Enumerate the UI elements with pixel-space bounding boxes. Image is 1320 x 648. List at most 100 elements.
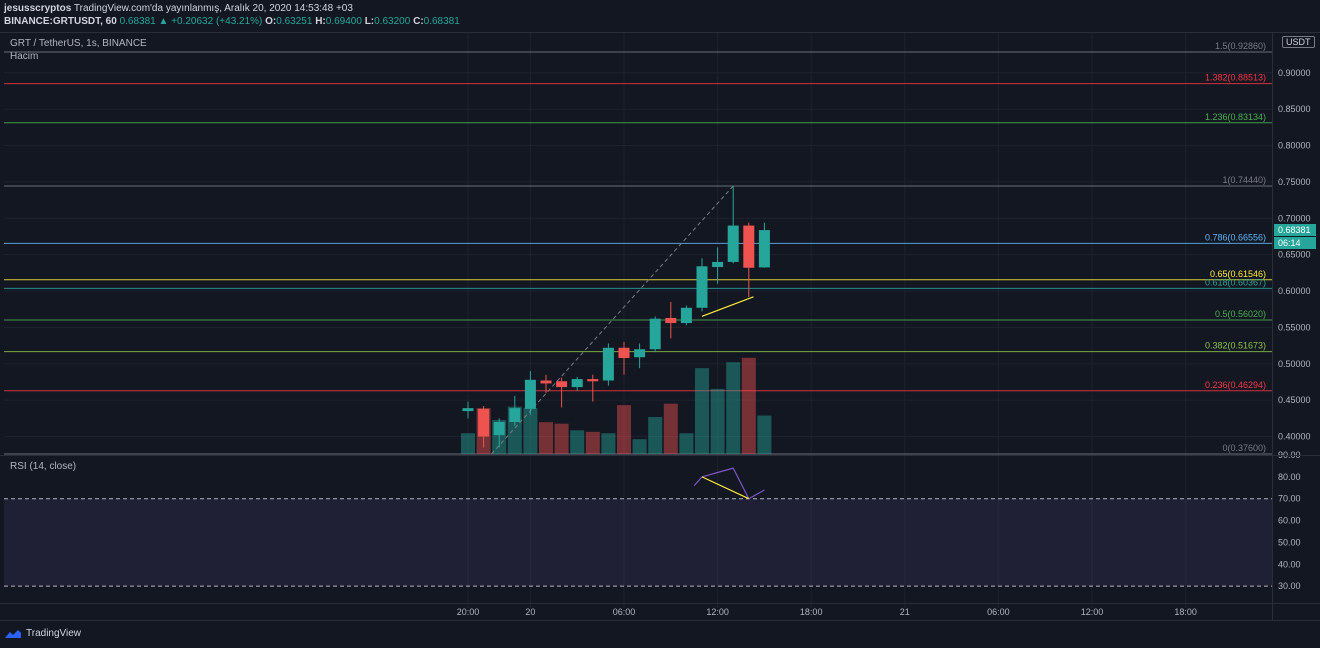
price-axis[interactable]: 0.90000 0.85000 0.80000 0.75000 0.70000 0.650… [1278, 68, 1311, 442]
candle-body [602, 347, 614, 381]
candle-body [634, 349, 646, 358]
time-tick-label: 20 [525, 607, 535, 617]
time-tick-label: 21 [900, 607, 910, 617]
volume-bars [461, 357, 772, 454]
divergence-line-price[interactable] [701, 296, 754, 317]
rsi-tick-label: 60.00 [1278, 516, 1301, 526]
fib-level-label: 0.786(0.66556) [1205, 232, 1266, 242]
footer-brand[interactable]: TradingView [4, 628, 81, 639]
published-info: TradingView.com'da yayınlanmış, Aralık 2… [73, 3, 353, 14]
brand-name: TradingView [26, 628, 82, 639]
open-value: 0.63251 [276, 16, 313, 27]
fib-level-label: 1.236(0.83134) [1205, 112, 1266, 122]
price-tick-label: 0.65000 [1278, 250, 1311, 260]
close-value: 0.68381 [423, 16, 460, 27]
candle [712, 247, 724, 284]
header-line-1: jesusscryptos TradingView.com'da yayınla… [4, 3, 353, 14]
symbol-legend[interactable]: GRT / TetherUS, 1s, BINANCE [10, 38, 147, 49]
volume-bar [601, 433, 616, 454]
candle-body [509, 408, 521, 422]
price-tick-label: 0.60000 [1278, 286, 1311, 296]
fib-level-label: 0.236(0.46294) [1205, 380, 1266, 390]
volume-bar [679, 433, 694, 454]
fib-level-label: 1.5(0.92860) [1215, 41, 1266, 51]
price-tick-label: 0.50000 [1278, 359, 1311, 369]
candle-body [571, 379, 583, 388]
candle [649, 316, 661, 353]
volume-bar [632, 439, 647, 454]
candle [665, 301, 677, 339]
last-price-tag: 0.68381 [1274, 224, 1316, 236]
fib-retracement[interactable]: 1.5(0.92860) 1.382(0.88513) 1.236(0.83134)… [4, 41, 1272, 455]
candle-body [493, 421, 505, 436]
rsi-tick-label: 40.00 [1278, 559, 1301, 569]
candle-body [540, 380, 552, 384]
candle-body [665, 317, 677, 324]
price-tick-label: 0.80000 [1278, 141, 1311, 151]
candle-body [743, 225, 755, 268]
volume-bar [663, 403, 678, 454]
price-tick-label: 0.90000 [1278, 68, 1311, 78]
volume-bar [710, 388, 725, 454]
candle-body [649, 318, 661, 350]
symbol-info: BINANCE:GRTUSDT, 60 [4, 16, 117, 27]
candle [634, 343, 646, 369]
currency-badge[interactable]: USDT [1282, 36, 1315, 48]
candle [556, 377, 568, 408]
candle [696, 258, 708, 312]
candle [478, 405, 490, 448]
rsi-line [693, 467, 765, 500]
open-label: O: [265, 16, 277, 27]
time-tick-label: 20:00 [457, 607, 480, 617]
volume-bar [695, 368, 709, 454]
fib-level-label: 0(0.37600) [1222, 443, 1266, 453]
rsi-tick-label: 30.00 [1278, 581, 1301, 591]
price-tick-label: 0.40000 [1278, 432, 1311, 442]
candle [587, 374, 599, 402]
volume-bar [523, 408, 538, 454]
time-tick-label: 12:00 [706, 607, 729, 617]
volume-bar [585, 431, 600, 454]
candle [524, 371, 536, 415]
low-value: 0.63200 [374, 16, 411, 27]
candle-body [758, 230, 770, 268]
rsi-tick-label: 80.00 [1278, 472, 1301, 482]
high-label: H: [315, 16, 326, 27]
price-tick-label: 0.45000 [1278, 395, 1311, 405]
candle [758, 222, 770, 268]
candle-body [587, 379, 599, 382]
candle [680, 305, 692, 326]
rsi-tick-label: 50.00 [1278, 537, 1301, 547]
candle-body [712, 261, 724, 268]
time-axis[interactable]: 20:00 20 06:00 12:00 18:00 21 06:00 12:00 18:00 [457, 607, 1197, 617]
low-label: L: [364, 16, 375, 27]
time-tick-label: 06:00 [987, 607, 1010, 617]
candle [540, 374, 552, 393]
volume-legend[interactable]: Hacim [10, 51, 39, 62]
rsi-legend[interactable]: RSI (14, close) [10, 461, 77, 472]
bar-countdown-tag: 06:14 [1274, 237, 1316, 249]
candle-body [462, 408, 474, 412]
time-tick-label: 12:00 [1081, 607, 1104, 617]
candle [571, 376, 583, 391]
price-change: ▲ +0.20632 (+43.21%) [158, 16, 263, 27]
time-tick-label: 06:00 [613, 607, 636, 617]
time-tick-label: 18:00 [800, 607, 823, 617]
candle-body [618, 347, 630, 358]
candle-body [727, 225, 739, 262]
candle [462, 401, 474, 419]
rsi-plot [4, 467, 1272, 587]
tradingview-logo-icon [5, 629, 21, 638]
rsi-band-background [4, 498, 1272, 587]
candles [462, 186, 770, 448]
author[interactable]: jesusscryptos [4, 3, 72, 14]
price-tick-label: 0.75000 [1278, 177, 1311, 187]
header-line-2: BINANCE:GRTUSDT, 60 0.68381 ▲ +0.20632 (… [4, 16, 460, 27]
fib-level-label: 0.382(0.51673) [1205, 341, 1266, 351]
fib-level-label: 1.382(0.88513) [1205, 73, 1266, 83]
volume-bar [726, 362, 741, 454]
candle-body [556, 381, 568, 388]
candle-body [524, 379, 536, 409]
